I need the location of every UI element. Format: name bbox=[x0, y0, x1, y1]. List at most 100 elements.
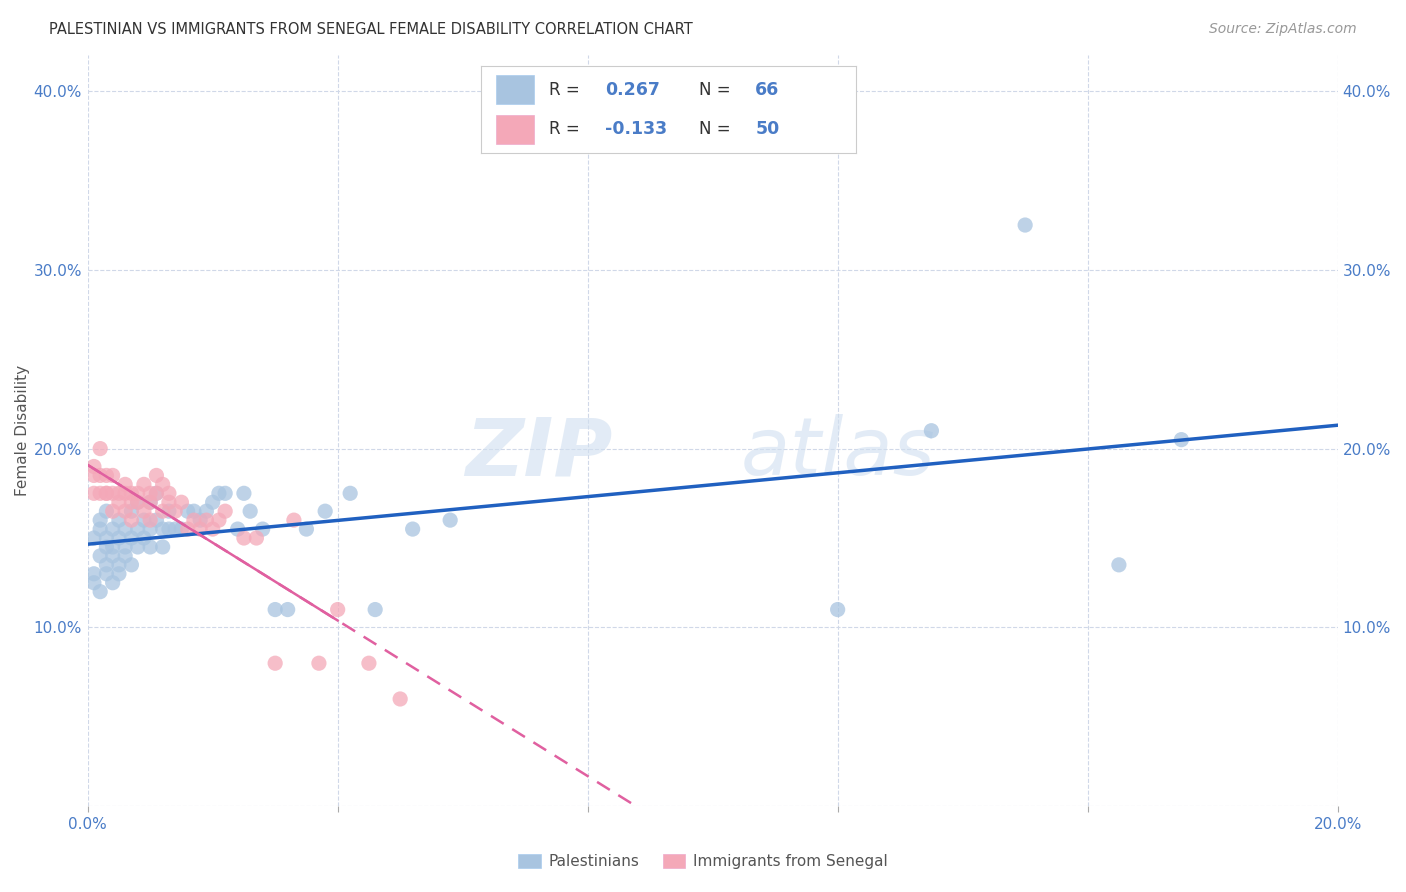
Point bbox=[120, 531, 142, 545]
Point bbox=[326, 602, 349, 616]
Point bbox=[226, 522, 249, 536]
Point bbox=[314, 504, 336, 518]
Point bbox=[232, 531, 254, 545]
Point bbox=[139, 522, 162, 536]
Point bbox=[120, 486, 142, 500]
Point bbox=[145, 486, 167, 500]
Point bbox=[89, 549, 111, 563]
Point bbox=[188, 513, 211, 527]
Point bbox=[170, 522, 193, 536]
Point bbox=[96, 504, 118, 518]
Point bbox=[264, 657, 287, 671]
Text: PALESTINIAN VS IMMIGRANTS FROM SENEGAL FEMALE DISABILITY CORRELATION CHART: PALESTINIAN VS IMMIGRANTS FROM SENEGAL F… bbox=[49, 22, 693, 37]
Point bbox=[108, 513, 131, 527]
Point bbox=[389, 692, 412, 706]
Point bbox=[89, 584, 111, 599]
Point bbox=[127, 495, 149, 509]
Point bbox=[439, 513, 461, 527]
Point bbox=[83, 531, 105, 545]
Point bbox=[339, 486, 361, 500]
Point bbox=[277, 602, 299, 616]
Point bbox=[101, 522, 124, 536]
Point bbox=[83, 575, 105, 590]
Point bbox=[183, 513, 205, 527]
Text: Source: ZipAtlas.com: Source: ZipAtlas.com bbox=[1209, 22, 1357, 37]
Point bbox=[96, 558, 118, 572]
Point bbox=[208, 513, 231, 527]
Point bbox=[157, 504, 180, 518]
Point bbox=[101, 575, 124, 590]
Point bbox=[89, 486, 111, 500]
Point bbox=[1014, 218, 1036, 232]
Point bbox=[89, 468, 111, 483]
Legend: Palestinians, Immigrants from Senegal: Palestinians, Immigrants from Senegal bbox=[512, 848, 894, 875]
Point bbox=[1170, 433, 1192, 447]
Point bbox=[132, 513, 155, 527]
Point bbox=[232, 486, 254, 500]
Point bbox=[96, 486, 118, 500]
Point bbox=[83, 486, 105, 500]
Point bbox=[89, 513, 111, 527]
Point bbox=[245, 531, 267, 545]
Point bbox=[101, 468, 124, 483]
Point bbox=[108, 486, 131, 500]
Y-axis label: Female Disability: Female Disability bbox=[15, 365, 30, 496]
Point bbox=[127, 486, 149, 500]
Point bbox=[176, 522, 198, 536]
Point bbox=[96, 540, 118, 554]
Point bbox=[214, 504, 236, 518]
Point bbox=[96, 486, 118, 500]
Point bbox=[252, 522, 274, 536]
Point bbox=[139, 495, 162, 509]
Point bbox=[114, 504, 136, 518]
Point bbox=[127, 540, 149, 554]
Point bbox=[101, 540, 124, 554]
Point bbox=[114, 549, 136, 563]
Point bbox=[195, 513, 218, 527]
Point bbox=[101, 504, 124, 518]
Point bbox=[157, 486, 180, 500]
Point bbox=[114, 486, 136, 500]
Point bbox=[108, 495, 131, 509]
Point bbox=[96, 531, 118, 545]
Point bbox=[139, 513, 162, 527]
Point bbox=[357, 657, 380, 671]
Point bbox=[132, 531, 155, 545]
Point bbox=[308, 657, 330, 671]
Point bbox=[145, 513, 167, 527]
Point bbox=[152, 477, 174, 491]
Point bbox=[120, 558, 142, 572]
Point bbox=[120, 495, 142, 509]
Point bbox=[152, 540, 174, 554]
Point bbox=[139, 486, 162, 500]
Point bbox=[295, 522, 318, 536]
Point bbox=[89, 522, 111, 536]
Text: ZIP: ZIP bbox=[465, 414, 613, 492]
Point bbox=[188, 522, 211, 536]
Point bbox=[96, 566, 118, 581]
Point bbox=[120, 504, 142, 518]
Point bbox=[239, 504, 262, 518]
Point bbox=[827, 602, 849, 616]
Point bbox=[108, 566, 131, 581]
Point bbox=[152, 504, 174, 518]
Point bbox=[114, 540, 136, 554]
Point bbox=[195, 504, 218, 518]
Point bbox=[101, 549, 124, 563]
Point bbox=[201, 522, 224, 536]
Point bbox=[283, 513, 305, 527]
Point bbox=[165, 522, 187, 536]
Point bbox=[96, 468, 118, 483]
Point bbox=[83, 566, 105, 581]
Point bbox=[201, 495, 224, 509]
Point bbox=[101, 486, 124, 500]
Point bbox=[83, 459, 105, 474]
Point bbox=[127, 495, 149, 509]
Point bbox=[170, 495, 193, 509]
Text: atlas: atlas bbox=[741, 414, 935, 492]
Point bbox=[108, 558, 131, 572]
Point bbox=[214, 486, 236, 500]
Point bbox=[145, 486, 167, 500]
Point bbox=[1108, 558, 1130, 572]
Point bbox=[120, 513, 142, 527]
